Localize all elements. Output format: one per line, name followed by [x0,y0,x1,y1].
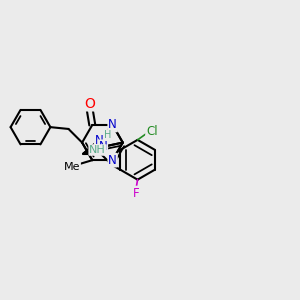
Text: N: N [94,134,103,147]
Text: N: N [108,154,117,167]
Text: NH: NH [89,145,106,155]
Text: N: N [98,140,107,153]
Text: N: N [108,118,117,131]
Text: O: O [84,97,95,111]
Text: Me: Me [64,162,80,172]
Text: H: H [103,130,111,140]
Text: F: F [133,187,140,200]
Text: Cl: Cl [146,125,158,138]
